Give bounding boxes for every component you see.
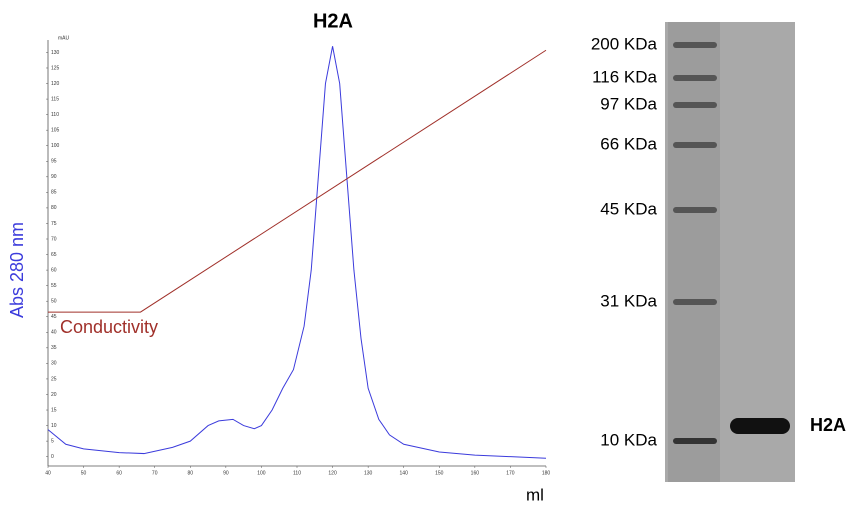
marker-label: 31 KDa bbox=[600, 291, 657, 310]
y-tick-label: 85 bbox=[51, 190, 57, 196]
band-label: H2A bbox=[810, 415, 846, 435]
sample-band bbox=[730, 418, 790, 434]
data-line bbox=[48, 49, 547, 313]
y-tick-label: 100 bbox=[51, 143, 60, 149]
x-tick-label: 40 bbox=[45, 470, 51, 476]
y-tick-label: 35 bbox=[51, 345, 57, 351]
ladder-band bbox=[673, 207, 717, 213]
x-tick-label: 110 bbox=[293, 470, 301, 476]
marker-label: 116 KDa bbox=[592, 67, 657, 86]
y-tick-label: 70 bbox=[51, 236, 57, 242]
y-tick-label: 30 bbox=[51, 361, 57, 367]
y-tick-label: 105 bbox=[51, 128, 60, 134]
y-tick-label: 65 bbox=[51, 252, 57, 258]
ladder-band bbox=[673, 142, 717, 148]
marker-label: 97 KDa bbox=[600, 94, 657, 113]
y-tick-label: 15 bbox=[51, 407, 57, 413]
marker-label: 10 KDa bbox=[600, 430, 657, 449]
annotation: Conductivity bbox=[60, 317, 158, 337]
y-unit: mAU bbox=[58, 35, 70, 41]
y-tick-label: 115 bbox=[51, 96, 59, 102]
y-tick-label: 80 bbox=[51, 205, 57, 211]
ladder-band bbox=[673, 102, 717, 108]
data-line bbox=[47, 46, 547, 459]
x-tick-label: 130 bbox=[364, 470, 373, 476]
y-tick-label: 40 bbox=[51, 330, 57, 336]
y-tick-label: 60 bbox=[51, 267, 57, 273]
y-tick-label: 25 bbox=[51, 376, 57, 382]
ladder-band bbox=[673, 438, 717, 444]
gel bbox=[665, 22, 795, 482]
x-tick-label: 90 bbox=[223, 470, 229, 476]
ladder-lane bbox=[668, 22, 720, 482]
y-axis-label: Abs 280 nm bbox=[7, 222, 27, 318]
y-tick-label: 10 bbox=[51, 423, 57, 429]
y-tick-label: 55 bbox=[51, 283, 57, 289]
x-tick-label: 60 bbox=[116, 470, 122, 476]
x-tick-label: 150 bbox=[435, 470, 444, 476]
x-tick-label: 140 bbox=[400, 470, 409, 476]
y-tick-label: 50 bbox=[51, 299, 57, 305]
marker-label: 66 KDa bbox=[600, 134, 657, 153]
x-tick-label: 180 bbox=[542, 470, 551, 476]
ladder-band bbox=[673, 299, 717, 305]
y-tick-label: 130 bbox=[51, 50, 60, 56]
ladder-band bbox=[673, 42, 717, 48]
ladder-band bbox=[673, 75, 717, 81]
y-tick-label: 110 bbox=[51, 112, 59, 118]
x-axis-label: ml bbox=[526, 485, 544, 504]
y-tick-label: 5 bbox=[51, 438, 54, 444]
y-tick-label: 95 bbox=[51, 159, 57, 165]
y-tick-label: 125 bbox=[51, 65, 60, 71]
y-tick-label: 45 bbox=[51, 314, 57, 320]
y-tick-label: 0 bbox=[51, 454, 54, 460]
y-tick-label: 90 bbox=[51, 174, 57, 180]
y-tick-label: 120 bbox=[51, 81, 60, 87]
x-tick-label: 100 bbox=[257, 470, 266, 476]
chart-title: H2A bbox=[313, 10, 353, 32]
x-tick-label: 160 bbox=[471, 470, 480, 476]
x-tick-label: 170 bbox=[506, 470, 515, 476]
x-tick-label: 50 bbox=[81, 470, 87, 476]
marker-label: 45 KDa bbox=[600, 199, 657, 218]
y-tick-label: 20 bbox=[51, 392, 57, 398]
marker-label: 200 KDa bbox=[591, 34, 658, 53]
y-tick-label: 75 bbox=[51, 221, 57, 227]
x-tick-label: 80 bbox=[188, 470, 194, 476]
x-tick-label: 120 bbox=[328, 470, 337, 476]
x-tick-label: 70 bbox=[152, 470, 158, 476]
